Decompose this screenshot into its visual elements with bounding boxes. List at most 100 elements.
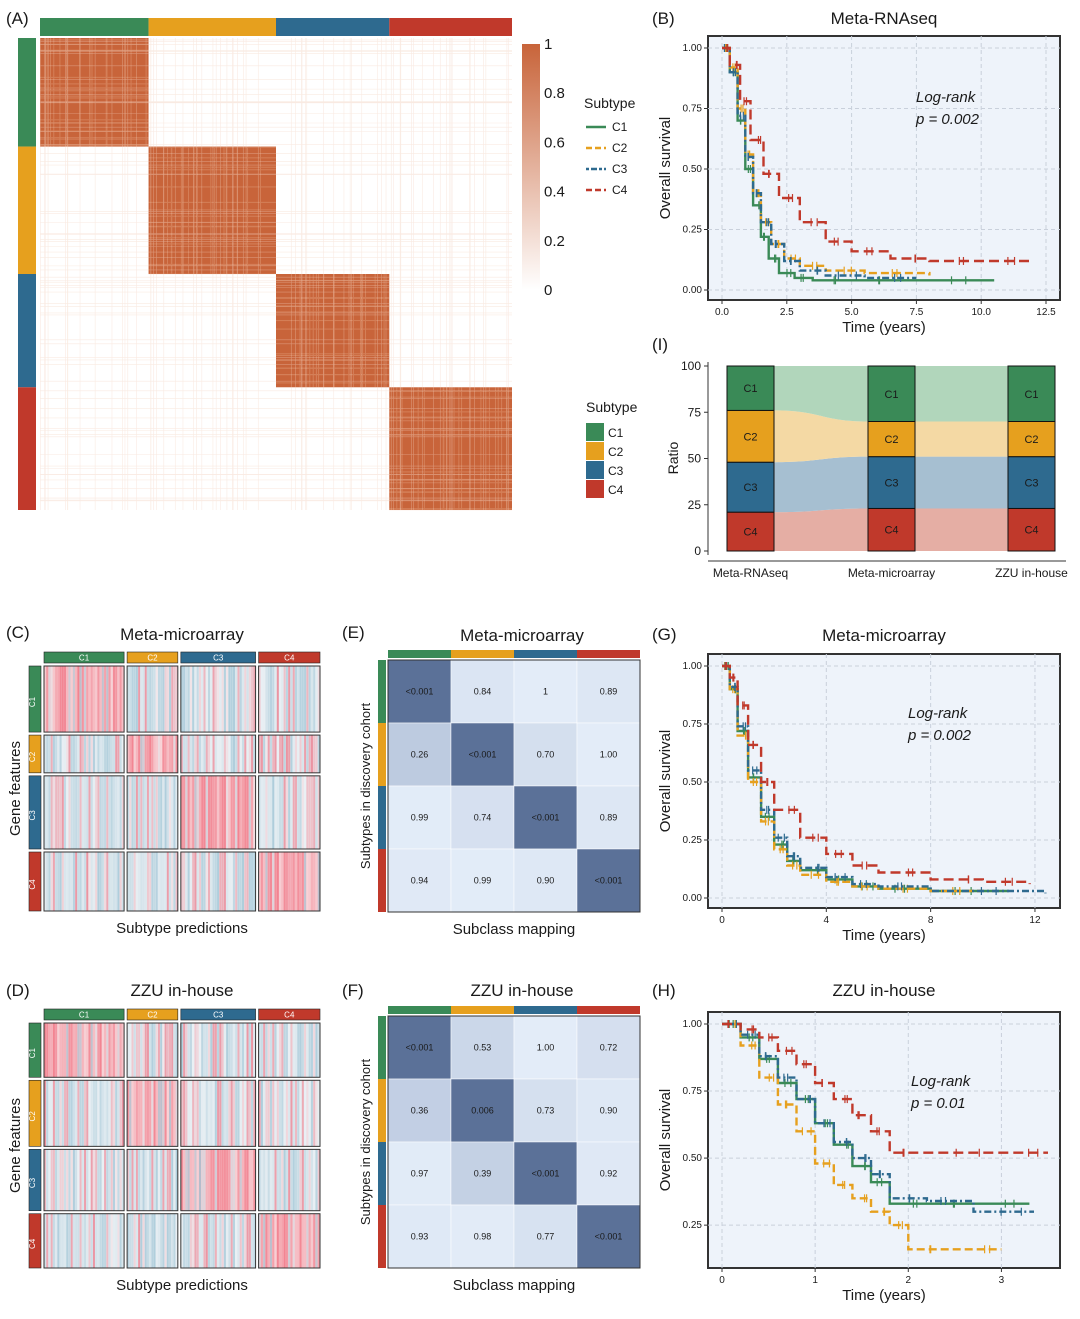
stack-segment-c2 [726, 409, 775, 463]
x-tick-label: 0 [719, 915, 725, 926]
color-scale-bar [522, 44, 540, 290]
row-annotation-label-c2: C2 [28, 1111, 37, 1122]
expression-block [258, 1022, 321, 1078]
scale-tick-label: 0.8 [544, 85, 565, 102]
block-texture-c1 [40, 38, 149, 147]
y-axis-label-e: Subtypes in discovery cohort [358, 703, 373, 870]
block-texture-c3 [276, 274, 390, 388]
submap-cell-value: 0.98 [474, 1232, 492, 1242]
column-annotation-c3 [180, 1008, 256, 1021]
column-annotation-c3 [514, 650, 577, 658]
legend-line-label-c4: C4 [612, 183, 628, 197]
y-tick-label-i: 0 [694, 544, 701, 558]
y-axis-label-f: Subtypes in discovery cohort [358, 1059, 373, 1226]
stack-segment-c1 [867, 365, 916, 422]
panel-letter-g: (G) [652, 625, 677, 644]
block-texture-c4 [389, 387, 512, 511]
stack-label-c1: C1 [884, 389, 898, 401]
x-tick-label: 0.0 [715, 307, 729, 318]
legend-swatch-c3 [586, 461, 604, 479]
submap-cell-value: 0.74 [474, 813, 492, 823]
stack-label-c4: C4 [1024, 525, 1038, 537]
row-annotation-label-c2: C2 [28, 751, 37, 762]
row-annotation-c1 [28, 1022, 42, 1078]
expression-block [126, 1148, 179, 1212]
y-axis-label-i: Ratio [665, 441, 681, 474]
stack-label-c3: C3 [743, 482, 757, 494]
expression-block [180, 1022, 257, 1078]
cohort-label: Meta-RNAseq [713, 566, 788, 580]
logrank-label-g: Log-rank [908, 705, 969, 722]
x-axis-label-h: Time (years) [842, 1287, 926, 1304]
submap-cell [513, 785, 578, 850]
submap-cell [513, 659, 578, 724]
submap-cell-value: 0.92 [600, 1169, 618, 1179]
stack-label-c4: C4 [743, 527, 757, 539]
submap-frame [387, 659, 641, 913]
submap-cell-value: 0.77 [537, 1232, 555, 1242]
km-curve-c4 [722, 664, 1031, 885]
stack-segment-c2 [867, 421, 916, 458]
column-annotation-c2 [126, 1008, 179, 1021]
y-tick-label: 0.00 [683, 893, 703, 904]
column-annotation-c4 [577, 1006, 640, 1014]
km-curve-c3 [722, 46, 917, 280]
row-annotation-c3 [28, 1149, 42, 1212]
top-annotation-c4 [389, 18, 512, 36]
submap-cell-value: 0.99 [411, 813, 429, 823]
expression-block [180, 775, 257, 850]
expression-block [258, 665, 321, 733]
stack-segment-c4 [867, 507, 916, 552]
submap-cell-value: 1 [543, 687, 548, 697]
submap-cell-value: <0.001 [532, 1169, 560, 1179]
row-annotation-label-c3: C3 [28, 810, 37, 821]
stack-label-c1: C1 [743, 383, 757, 395]
y-tick-label-i: 25 [688, 498, 702, 512]
submap-cell [576, 1078, 641, 1143]
y-tick-label: 0.75 [683, 104, 703, 115]
x-tick-label: 2.5 [780, 307, 794, 318]
column-annotation-c4 [258, 651, 321, 664]
submap-cell-value: 0.89 [600, 687, 618, 697]
row-annotation-c4 [378, 849, 386, 912]
submap-cell [387, 1078, 452, 1143]
expression-block [126, 1213, 179, 1269]
submap-cell [576, 848, 641, 913]
consensus-block-c2 [148, 146, 276, 274]
y-tick-label: 1.00 [683, 43, 703, 54]
column-annotation-label-c1: C1 [79, 654, 90, 663]
row-annotation-c4 [28, 1213, 42, 1269]
submap-cell [576, 1204, 641, 1269]
alluvial-flow-c1 [915, 366, 1008, 422]
x-axis-label-f: Subclass mapping [453, 1277, 576, 1294]
submap-cell [450, 659, 515, 724]
left-annotation-c3 [18, 274, 36, 388]
column-annotation-c1 [43, 1008, 125, 1021]
legend-line-label-c2: C2 [612, 141, 628, 155]
column-annotation-c2 [126, 651, 179, 664]
top-annotation-c1 [40, 18, 149, 36]
panel-letter-i: (I) [652, 335, 668, 354]
y-axis-label-c: Gene features [7, 741, 24, 836]
submap-cell-value: <0.001 [595, 876, 623, 886]
legend-swatch-c1 [586, 423, 604, 441]
row-annotation-label-c4: C4 [28, 1238, 37, 1249]
panel-title-h: ZZU in-house [833, 981, 936, 1000]
alluvial-flow-c1 [774, 366, 868, 422]
stack-segment-c4 [1007, 507, 1056, 552]
expression-block [258, 1148, 321, 1212]
alluvial-flow-c3 [774, 456, 868, 513]
top-annotation-c3 [276, 18, 390, 36]
legend-title-blocks: Subtype [586, 399, 638, 415]
logrank-label-b: Log-rank [916, 89, 977, 106]
y-tick-label: 1.00 [683, 1019, 703, 1030]
submap-cell-value: 0.94 [411, 876, 429, 886]
submap-frame [387, 1015, 641, 1269]
submap-cell-value: 0.97 [411, 1169, 429, 1179]
km-curve-c3 [722, 1022, 1034, 1213]
submap-cell-value: 0.006 [471, 1106, 494, 1116]
x-tick-label: 5.0 [845, 307, 859, 318]
submap-cell-value: 0.84 [474, 687, 492, 697]
stack-label-c3: C3 [1024, 478, 1038, 490]
km-curve-c4 [722, 1022, 1048, 1154]
